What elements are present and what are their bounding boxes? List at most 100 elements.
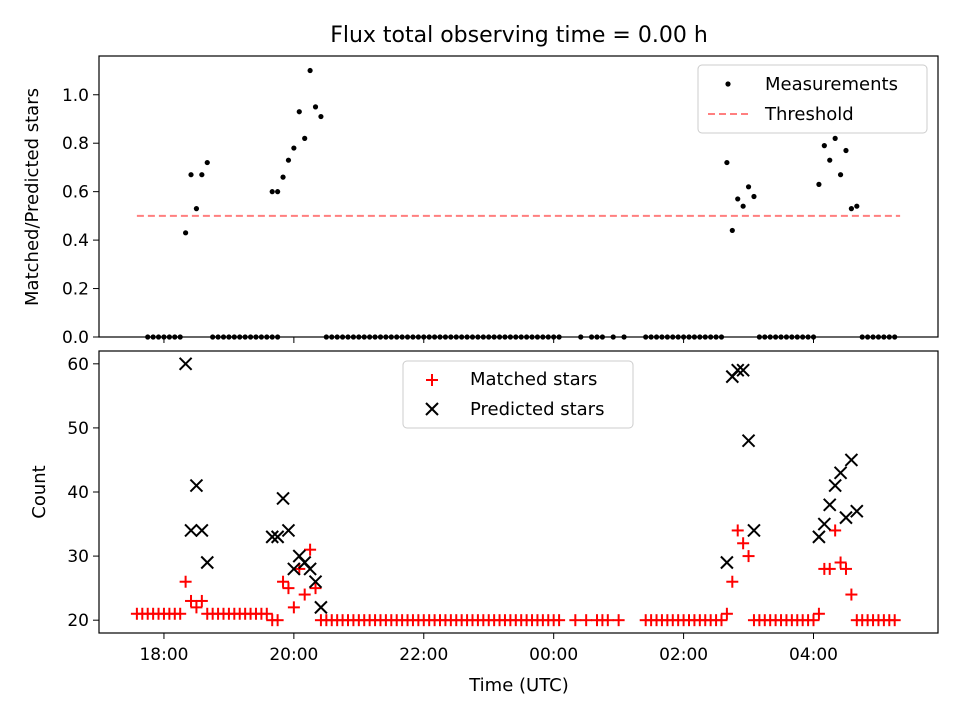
matched-star-point bbox=[260, 607, 273, 620]
bottom-y-tick-label: 20 bbox=[67, 611, 89, 631]
top-legend: Measurements Threshold bbox=[697, 64, 928, 134]
measurement-point bbox=[837, 172, 844, 178]
measurement-point bbox=[832, 135, 838, 141]
predicted-star-point bbox=[308, 575, 323, 589]
predicted-star-point bbox=[184, 523, 198, 538]
predicted-star-point bbox=[303, 562, 317, 576]
predicted-star-point bbox=[747, 523, 761, 538]
bottom-legend-box bbox=[402, 360, 634, 429]
measurement-point bbox=[854, 203, 860, 209]
measurement-point bbox=[816, 181, 822, 187]
matched-star-point bbox=[185, 594, 198, 607]
matched-star-point bbox=[174, 607, 187, 620]
measurement-point bbox=[312, 104, 319, 110]
legend-measurements-label: Measurements bbox=[765, 74, 898, 95]
predicted-star-point bbox=[195, 523, 209, 538]
legend-measurements-marker bbox=[725, 81, 731, 87]
matched-star-point bbox=[601, 614, 614, 627]
bottom-x-tick-label: 18:00 bbox=[139, 645, 188, 665]
matched-star-point bbox=[839, 562, 852, 575]
matched-star-point bbox=[737, 537, 750, 550]
bottom-x-tick-label: 22:00 bbox=[399, 645, 448, 665]
matched-star-point bbox=[888, 614, 901, 627]
matched-star-point bbox=[715, 614, 728, 627]
measurement-point bbox=[751, 193, 757, 200]
top-y-tick-label: 0.2 bbox=[62, 280, 89, 300]
bottom-y-ticks: 20 30 40 50 60 bbox=[67, 355, 99, 631]
matched-star-point bbox=[553, 614, 566, 627]
measurement-point bbox=[740, 203, 746, 209]
predicted-star-point bbox=[823, 498, 837, 512]
matched-star-point bbox=[298, 588, 311, 601]
matched-star-point bbox=[282, 582, 295, 595]
bottom-axes-frame bbox=[98, 350, 939, 634]
matched-star-point bbox=[834, 556, 847, 569]
measurement-point bbox=[827, 157, 833, 163]
legend-predicted-label: Predicted stars bbox=[470, 399, 604, 420]
matched-star-point bbox=[304, 543, 317, 556]
matched-star-point bbox=[829, 524, 842, 537]
predicted-star-point bbox=[736, 363, 750, 377]
predicted-star-point bbox=[189, 478, 204, 493]
predicted-star-point bbox=[314, 600, 328, 615]
measurement-point bbox=[729, 227, 735, 234]
predicted-star-point bbox=[817, 517, 832, 531]
top-y-tick-label: 1.0 bbox=[62, 86, 89, 106]
matched-star-point bbox=[179, 575, 192, 588]
legend-predicted-marker bbox=[425, 402, 439, 416]
predicted-star-point bbox=[741, 434, 756, 448]
predicted-star-point bbox=[287, 562, 301, 576]
predicted-star-point bbox=[178, 357, 193, 371]
matched-star-point bbox=[190, 601, 203, 614]
predicted-star-point bbox=[720, 555, 734, 570]
bottom-legend: Matched stars Predicted stars bbox=[402, 360, 634, 429]
bottom-x-axis-label: Time (UTC) bbox=[468, 675, 569, 696]
measurement-point bbox=[199, 172, 205, 178]
legend-threshold-label: Threshold bbox=[764, 104, 854, 125]
bottom-y-tick-label: 30 bbox=[67, 547, 89, 567]
measurement-point bbox=[204, 159, 210, 166]
top-y-tick-label: 0.6 bbox=[62, 183, 89, 203]
top-y-ticks: 0.0 0.2 0.4 0.6 0.8 1.0 bbox=[62, 86, 99, 348]
bottom-panel: 20 30 40 50 60 18:00 20:00 22:00 00:00 02:00 04:0… bbox=[29, 350, 939, 696]
measurement-point bbox=[745, 184, 752, 190]
matched-star-point bbox=[580, 614, 593, 627]
matched-star-point bbox=[569, 614, 582, 627]
matched-star-point bbox=[807, 614, 820, 627]
predicted-star-point bbox=[844, 453, 859, 467]
matched-star-point bbox=[309, 582, 322, 595]
measurement-point bbox=[724, 159, 730, 166]
top-legend-box bbox=[697, 64, 928, 134]
top-y-axis-label: Matched/Predicted stars bbox=[22, 88, 43, 306]
matched-star-point bbox=[731, 524, 744, 537]
matched-star-point bbox=[845, 588, 858, 601]
bottom-y-tick-label: 50 bbox=[67, 419, 89, 439]
measurement-point bbox=[280, 174, 286, 180]
predicted-star-point bbox=[270, 530, 285, 544]
measurement-point bbox=[291, 145, 297, 151]
measurement-point bbox=[296, 109, 302, 115]
legend-matched-label: Matched stars bbox=[470, 369, 597, 390]
matched-stars-points bbox=[130, 524, 901, 627]
predicted-star-point bbox=[281, 523, 296, 538]
top-y-tick-label: 0.0 bbox=[62, 328, 89, 348]
predicted-star-point bbox=[200, 555, 214, 570]
measurement-point bbox=[269, 189, 275, 195]
bottom-x-tick-label: 20:00 bbox=[269, 645, 318, 665]
predicted-star-point bbox=[828, 478, 842, 493]
bottom-x-tick-label: 04:00 bbox=[789, 645, 838, 665]
predicted-star-point bbox=[265, 530, 279, 544]
predicted-star-point bbox=[276, 491, 290, 506]
predicted-star-point bbox=[839, 510, 853, 525]
bottom-y-tick-label: 40 bbox=[67, 483, 89, 503]
bottom-x-ticks: 18:00 20:00 22:00 00:00 02:00 04:00 bbox=[139, 633, 838, 665]
measurement-point bbox=[302, 135, 308, 141]
predicted-star-point bbox=[731, 363, 745, 377]
bottom-x-tick-label: 00:00 bbox=[529, 645, 578, 665]
matched-star-point bbox=[812, 607, 825, 620]
measurement-point bbox=[318, 113, 324, 120]
predicted-stars-points bbox=[178, 357, 864, 615]
matched-star-point bbox=[720, 607, 733, 620]
matched-star-point bbox=[271, 614, 284, 627]
